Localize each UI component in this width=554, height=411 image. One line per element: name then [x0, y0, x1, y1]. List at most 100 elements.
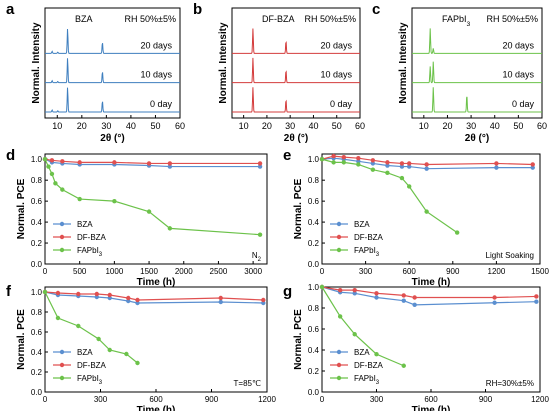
y-tick-label: 0.6 — [308, 197, 320, 206]
x-tick-label: 900 — [205, 395, 219, 404]
y-tick-label: 0.8 — [31, 176, 43, 185]
x-tick-label: 300 — [370, 395, 384, 404]
legend-marker — [336, 247, 342, 253]
x-tick-label: 1200 — [531, 395, 549, 404]
data-point — [135, 360, 140, 366]
y-axis-label: Normal. Intensity — [31, 22, 42, 104]
legend-marker — [336, 349, 342, 355]
data-point — [60, 187, 65, 192]
y-tick-label: 1.0 — [31, 155, 43, 164]
y-tick-label: 1.0 — [308, 283, 320, 292]
panel-d: d 0.0 0.2 0.4 0.6 0.8 1.0 0 500 1000 1500 2000 2500 3… — [6, 147, 268, 288]
data-point — [352, 287, 357, 293]
data-point — [126, 295, 131, 301]
xrd-trace — [44, 58, 180, 84]
x-tick-label: 20 — [77, 121, 87, 131]
data-point — [341, 154, 346, 160]
data-point — [76, 291, 81, 297]
data-point — [261, 297, 266, 303]
data-point — [424, 166, 429, 171]
panel-label: d — [6, 147, 15, 164]
y-tick-label: 0.2 — [308, 367, 320, 376]
y-tick-label: 0.4 — [31, 348, 43, 357]
data-point — [492, 300, 497, 305]
data-point — [146, 209, 152, 214]
legend-label: FAPbI3 — [77, 374, 103, 386]
data-point — [49, 158, 55, 163]
legend-label: FAPbI3 — [77, 246, 103, 258]
trace-label: 0 day — [512, 99, 535, 109]
legend-marker — [336, 221, 342, 227]
material-title: FAPbI3 — [442, 14, 471, 28]
legend-marker — [59, 362, 65, 368]
legend-label: FAPbI3 — [354, 374, 380, 386]
data-point — [337, 314, 343, 319]
y-tick-label: 0.6 — [31, 197, 43, 206]
panel-c: c 10 20 30 40 50 60 2θ (°) Normal. Intensity FAPb… — [372, 1, 547, 144]
x-tick-label: 40 — [308, 121, 318, 131]
trace-label: 20 days — [502, 40, 534, 50]
x-axis-label: Time (h) — [412, 277, 451, 288]
panel-label: f — [6, 283, 12, 300]
data-point — [96, 336, 101, 342]
legend-entry: BZA — [330, 348, 370, 357]
humidity-condition: RH 50%±5% — [487, 14, 538, 24]
data-point — [374, 291, 379, 296]
legend-marker — [59, 247, 65, 253]
y-tick-label: 0.4 — [308, 218, 320, 227]
data-point — [135, 297, 140, 303]
data-point — [534, 299, 539, 304]
x-tick-label: 20 — [262, 121, 272, 131]
x-tick-label: 900 — [479, 395, 493, 404]
x-tick-label: 600 — [424, 395, 438, 404]
data-point — [77, 196, 82, 202]
data-point — [492, 295, 497, 300]
x-tick-label: 1500 — [140, 267, 158, 276]
data-point — [331, 153, 336, 159]
data-point — [494, 165, 499, 170]
legend-marker — [59, 234, 65, 240]
data-point — [319, 284, 325, 290]
legend-marker — [59, 221, 65, 227]
panel-f: f 0.0 0.2 0.4 0.6 0.8 1.0 0 300 600 900 1200 Time (h… — [6, 283, 276, 411]
data-point — [167, 226, 173, 231]
y-tick-label: 0.0 — [308, 260, 320, 269]
data-point — [530, 165, 535, 170]
y-tick-label: 0.8 — [308, 176, 320, 185]
data-point — [257, 164, 263, 169]
data-point — [331, 160, 336, 165]
x-axis-label: Time (h) — [412, 405, 451, 411]
data-point — [401, 293, 406, 298]
legend-entry: DF-BZA — [330, 361, 384, 370]
legend-label: FAPbI3 — [354, 246, 380, 258]
panel-label: a — [6, 1, 15, 18]
data-point — [399, 164, 405, 169]
data-point — [94, 291, 100, 297]
y-tick-label: 0.4 — [308, 346, 320, 355]
y-axis-label: Normal. PCE — [293, 309, 304, 370]
data-point — [370, 161, 376, 166]
x-tick-label: 300 — [94, 395, 108, 404]
legend-label: BZA — [77, 220, 93, 229]
y-axis-label: Normal. PCE — [16, 309, 27, 370]
data-point — [77, 160, 82, 165]
trace-label: 20 days — [140, 40, 172, 50]
y-axis-label: Normal. Intensity — [398, 22, 409, 104]
data-point — [218, 295, 223, 301]
y-tick-label: 0.0 — [31, 388, 43, 397]
legend-label: DF-BZA — [354, 361, 384, 370]
trace-label: 10 days — [320, 70, 352, 80]
x-tick-label: 10 — [52, 121, 62, 131]
data-point — [424, 209, 429, 214]
data-point — [412, 302, 417, 308]
data-point — [167, 161, 173, 166]
x-tick-label: 60 — [355, 121, 365, 131]
data-point — [42, 157, 48, 162]
data-point — [124, 351, 129, 357]
y-axis-label: Normal. PCE — [16, 178, 27, 239]
data-point — [42, 289, 48, 295]
x-tick-label: 500 — [73, 267, 87, 276]
x-axis-label: 2θ (°) — [100, 133, 124, 144]
data-point — [530, 162, 535, 167]
